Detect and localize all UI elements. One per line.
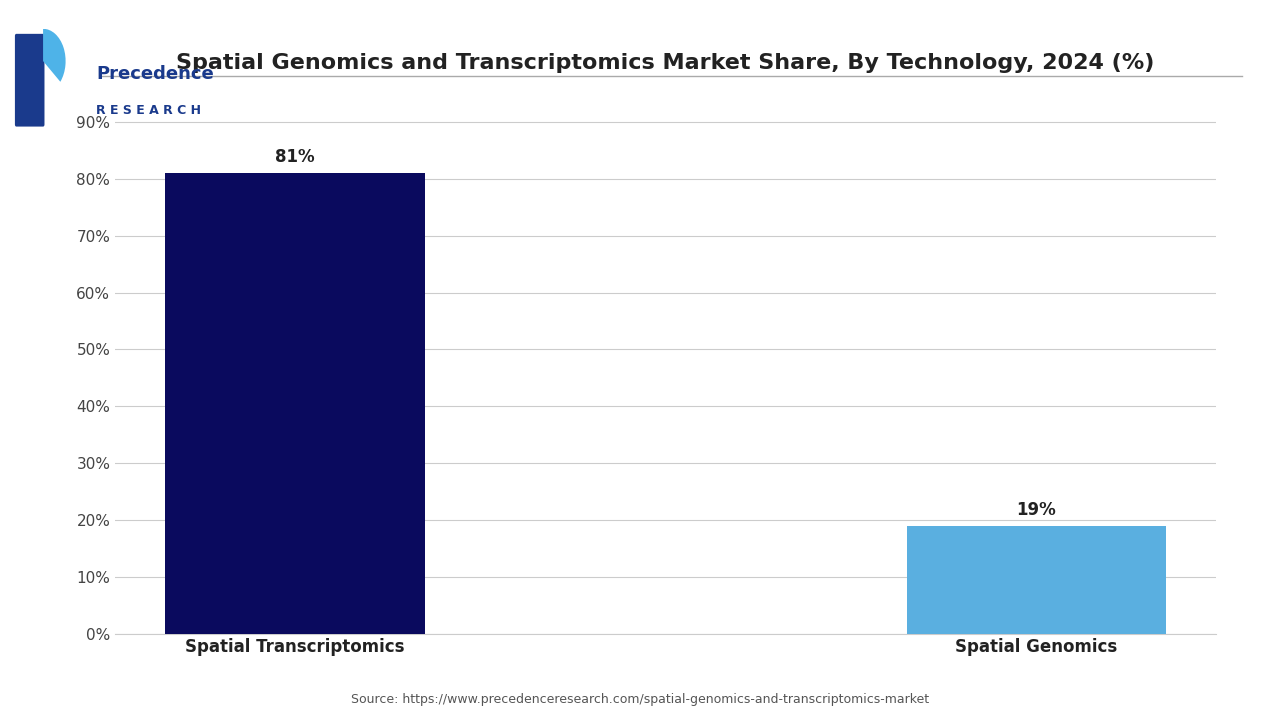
Title: Spatial Genomics and Transcriptomics Market Share, By Technology, 2024 (%): Spatial Genomics and Transcriptomics Mar… (177, 53, 1155, 73)
Text: 81%: 81% (275, 148, 315, 166)
Text: Source: https://www.precedenceresearch.com/spatial-genomics-and-transcriptomics-: Source: https://www.precedenceresearch.c… (351, 693, 929, 706)
Text: R E S E A R C H: R E S E A R C H (96, 104, 201, 117)
Wedge shape (44, 29, 65, 82)
FancyBboxPatch shape (15, 34, 45, 127)
Text: 19%: 19% (1016, 501, 1056, 519)
Bar (906, 526, 1166, 634)
Text: Precedence: Precedence (96, 65, 214, 83)
Bar (165, 174, 425, 634)
